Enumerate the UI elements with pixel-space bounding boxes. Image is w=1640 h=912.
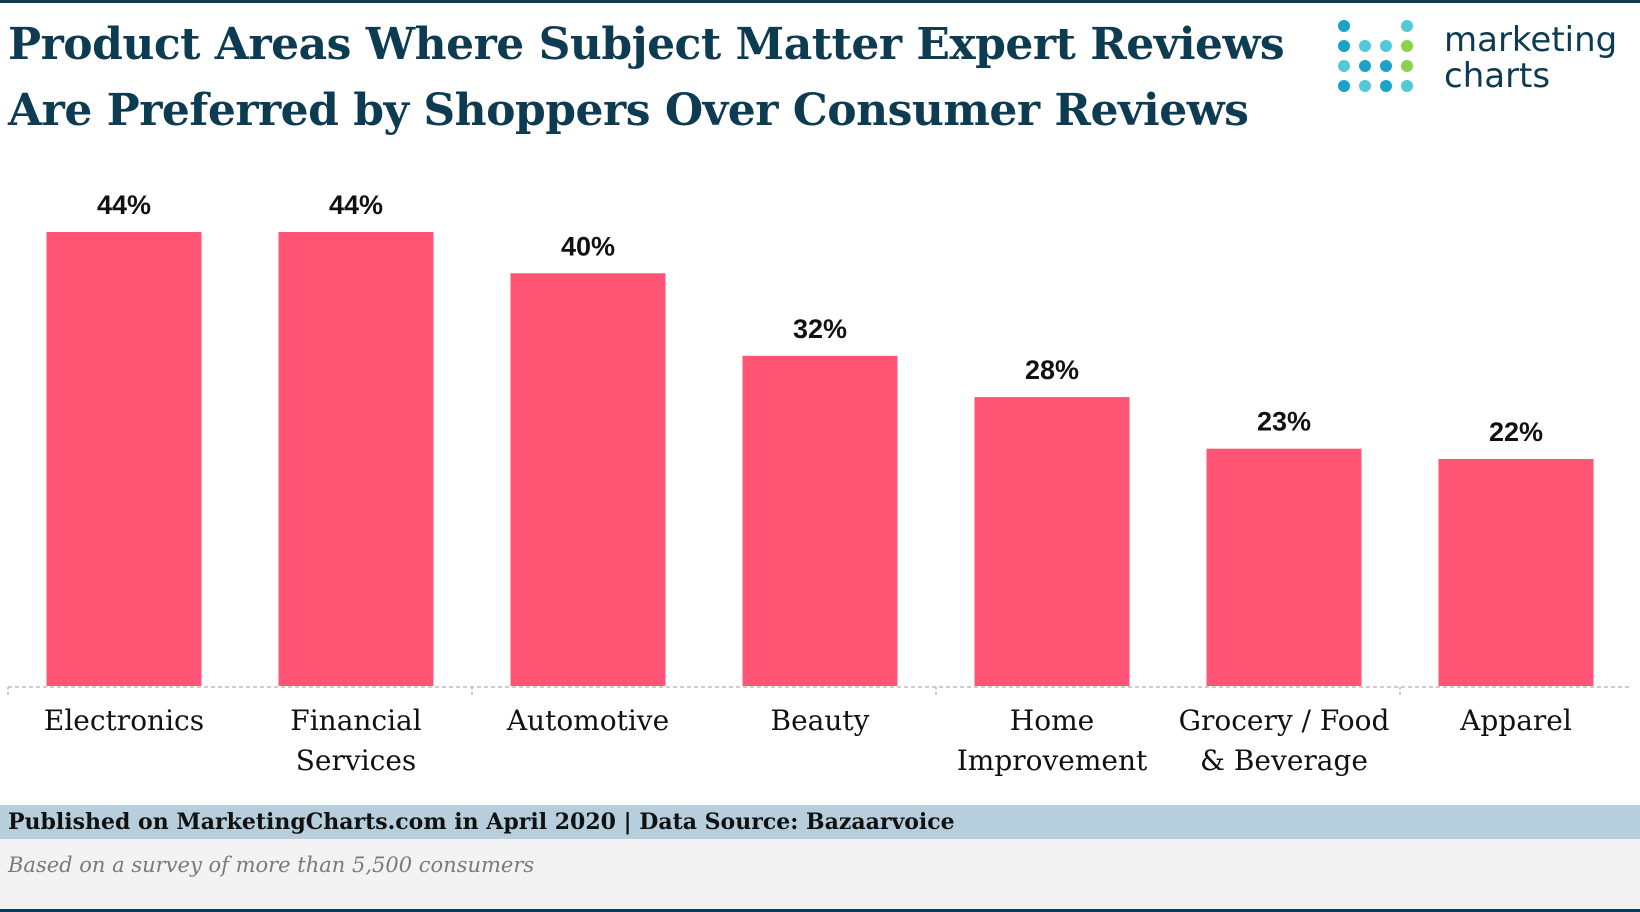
category-label: Financial bbox=[290, 704, 421, 737]
top-rule bbox=[0, 0, 1640, 3]
bar-chart: 44% Electronics 44% Financial Services 40% Aut… bbox=[7, 190, 1632, 777]
bar bbox=[742, 355, 898, 686]
logo-dot bbox=[1338, 40, 1350, 52]
logo-text: marketing charts bbox=[1444, 22, 1617, 94]
data-label: 28% bbox=[1025, 355, 1079, 385]
data-label: 44% bbox=[97, 190, 151, 220]
marketingcharts-logo: marketing charts bbox=[1336, 20, 1636, 100]
bar bbox=[1438, 459, 1594, 686]
chart-title-line-2: Are Preferred by Shoppers Over Consumer … bbox=[8, 85, 1249, 136]
footer-published: Published on MarketingCharts.com in Apri… bbox=[8, 809, 955, 835]
category-label: & Beverage bbox=[1200, 744, 1368, 777]
category-label: Services bbox=[296, 744, 417, 777]
category-label: Improvement bbox=[957, 744, 1148, 777]
data-label: 23% bbox=[1257, 407, 1311, 437]
bar bbox=[278, 232, 434, 686]
logo-dot bbox=[1401, 20, 1413, 32]
logo-dot bbox=[1380, 80, 1392, 92]
bar bbox=[510, 273, 666, 686]
logo-dot bbox=[1338, 20, 1350, 32]
footer-band: Published on MarketingCharts.com in Apri… bbox=[0, 805, 1640, 839]
logo-dot bbox=[1380, 60, 1392, 72]
chart-title-line-1: Product Areas Where Subject Matter Exper… bbox=[8, 19, 1285, 70]
logo-dots-icon bbox=[1338, 20, 1413, 92]
bottom-rule bbox=[0, 909, 1640, 912]
category-label: Electronics bbox=[44, 704, 204, 737]
logo-dot bbox=[1359, 80, 1371, 92]
category-label: Apparel bbox=[1459, 704, 1572, 737]
logo-dot bbox=[1359, 40, 1371, 52]
bar bbox=[46, 232, 202, 686]
footer-note: Based on a survey of more than 5,500 con… bbox=[8, 853, 535, 877]
category-label: Home bbox=[1010, 704, 1094, 737]
logo-dot bbox=[1338, 60, 1350, 72]
category-label: Grocery / Food bbox=[1179, 704, 1390, 737]
category-label: Automotive bbox=[506, 704, 669, 737]
logo-dot bbox=[1401, 60, 1413, 72]
logo-text-line-2: charts bbox=[1444, 56, 1551, 96]
data-label: 22% bbox=[1489, 417, 1543, 447]
bar bbox=[1206, 448, 1362, 686]
footer-note-band: Based on a survey of more than 5,500 con… bbox=[0, 839, 1640, 912]
chart-title: Product Areas Where Subject Matter Exper… bbox=[8, 12, 1308, 144]
bar bbox=[974, 397, 1130, 686]
logo-text-line-1: marketing bbox=[1444, 20, 1618, 60]
logo-dot bbox=[1359, 60, 1371, 72]
data-label: 44% bbox=[329, 190, 383, 220]
data-label: 32% bbox=[793, 314, 847, 344]
category-label: Beauty bbox=[771, 704, 870, 737]
logo-dot bbox=[1401, 80, 1413, 92]
logo-dot bbox=[1401, 40, 1413, 52]
logo-dot bbox=[1380, 40, 1392, 52]
data-label: 40% bbox=[561, 231, 615, 261]
logo-dot bbox=[1338, 80, 1350, 92]
